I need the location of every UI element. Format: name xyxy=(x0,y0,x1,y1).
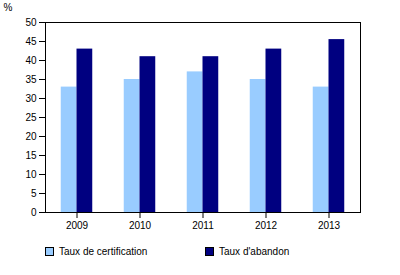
svg-text:10: 10 xyxy=(25,169,37,180)
svg-text:2011: 2011 xyxy=(192,220,214,231)
svg-text:2010: 2010 xyxy=(129,220,152,231)
svg-text:45: 45 xyxy=(25,36,37,47)
svg-text:25: 25 xyxy=(25,112,37,123)
svg-text:0: 0 xyxy=(31,207,37,218)
html-text:Taux d'abandon: Taux d'abandon xyxy=(219,246,290,257)
html-text:Taux de certification: Taux de certification xyxy=(59,246,148,257)
svg-text:2012: 2012 xyxy=(255,220,278,231)
svg-text:40: 40 xyxy=(25,55,37,66)
svg-text:2013: 2013 xyxy=(318,220,341,231)
svg-text:15: 15 xyxy=(25,150,37,161)
svg-text:30: 30 xyxy=(25,93,37,104)
svg-text:2009: 2009 xyxy=(66,220,89,231)
svg-text:35: 35 xyxy=(25,74,37,85)
svg-text:5: 5 xyxy=(31,188,37,199)
svg-text:20: 20 xyxy=(25,131,37,142)
svg-text:%: % xyxy=(4,2,13,13)
svg-text:50: 50 xyxy=(25,17,37,28)
